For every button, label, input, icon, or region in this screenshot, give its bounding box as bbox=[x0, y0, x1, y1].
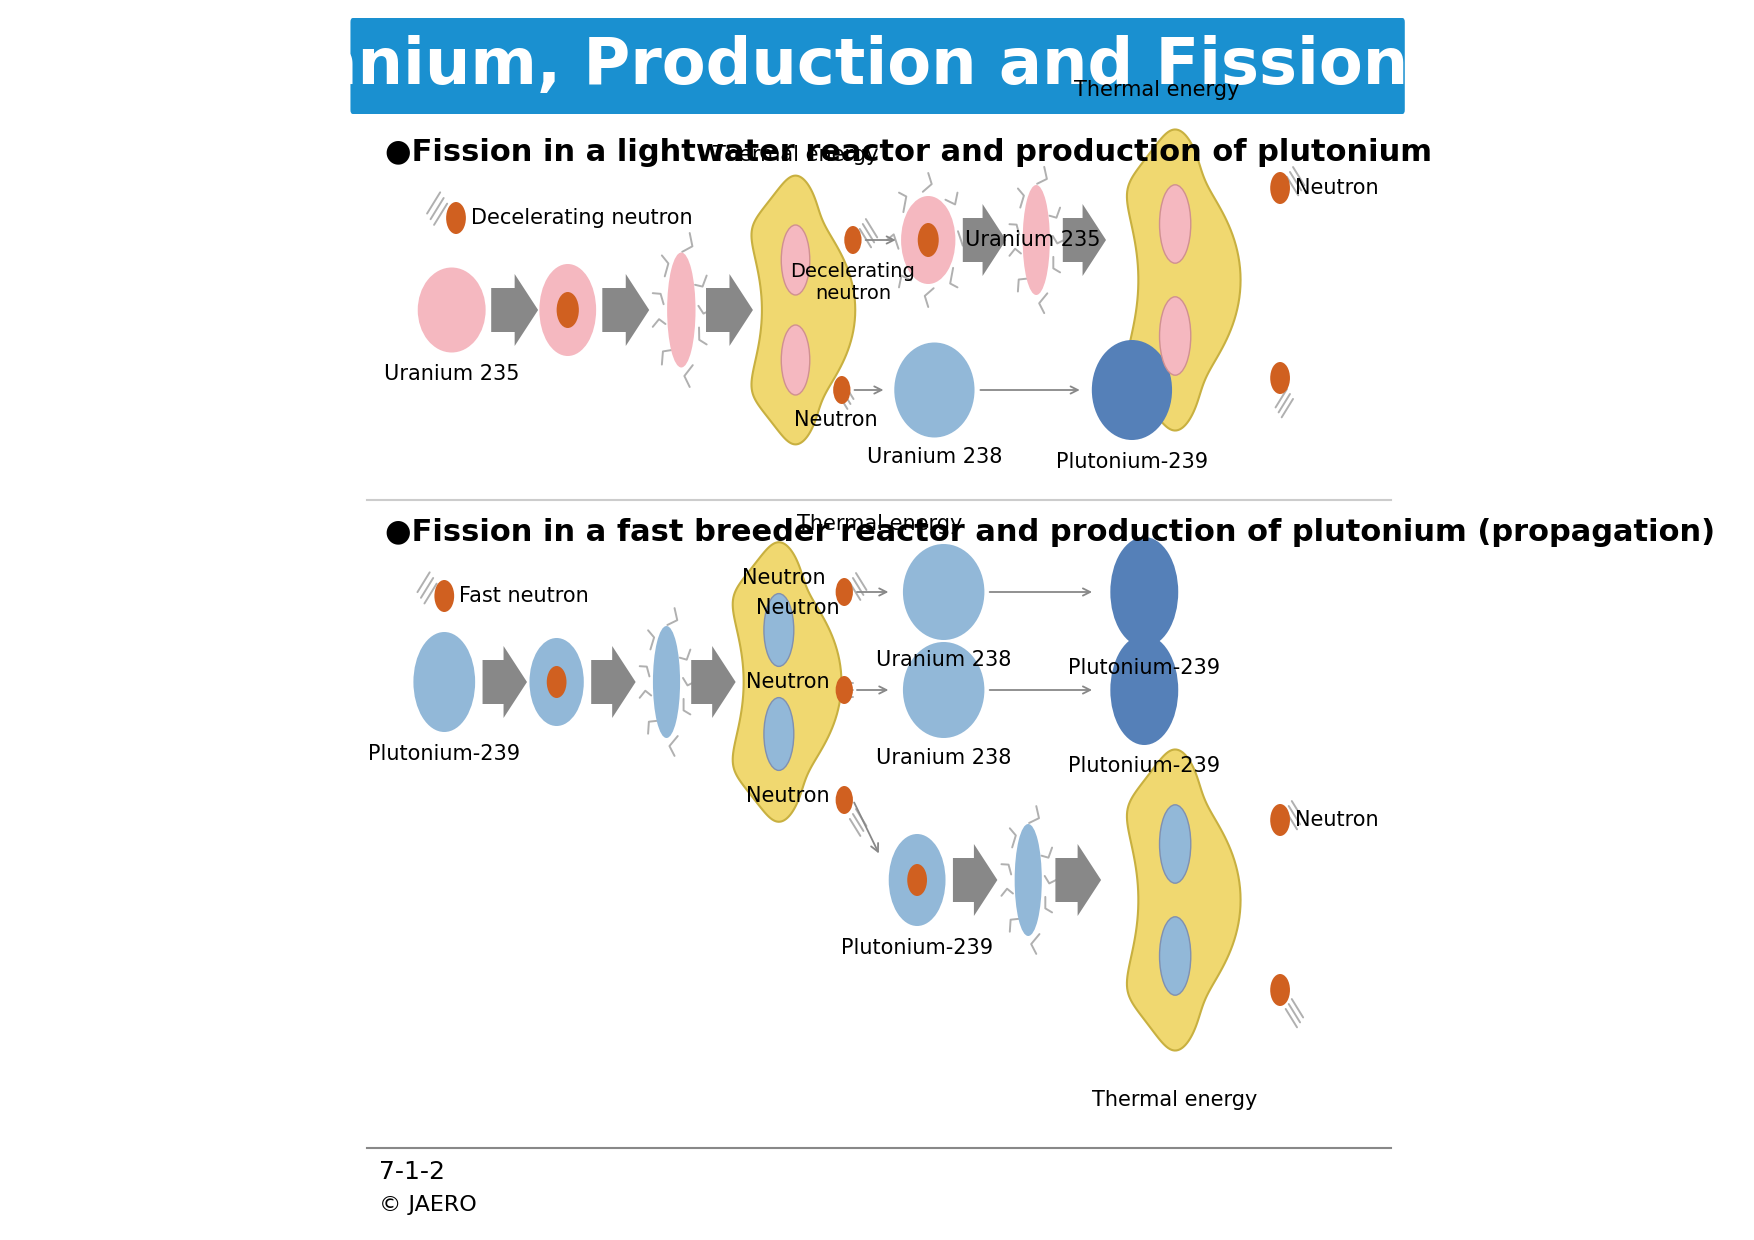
Text: Neutron: Neutron bbox=[742, 568, 826, 588]
Text: Thermal energy: Thermal energy bbox=[798, 515, 963, 534]
Polygon shape bbox=[733, 542, 842, 822]
Circle shape bbox=[833, 376, 851, 404]
Text: Fast neutron: Fast neutron bbox=[460, 587, 589, 606]
Circle shape bbox=[538, 264, 596, 356]
Circle shape bbox=[1270, 362, 1289, 394]
Ellipse shape bbox=[417, 268, 486, 352]
Text: Uranium 238: Uranium 238 bbox=[875, 748, 1012, 768]
Text: Decelerating neutron: Decelerating neutron bbox=[470, 208, 693, 228]
Circle shape bbox=[889, 835, 945, 926]
Polygon shape bbox=[591, 646, 635, 718]
Text: Thermal energy: Thermal energy bbox=[1073, 81, 1240, 100]
Circle shape bbox=[902, 196, 956, 284]
Circle shape bbox=[1270, 172, 1289, 205]
Polygon shape bbox=[491, 274, 538, 346]
Polygon shape bbox=[482, 646, 526, 718]
Circle shape bbox=[907, 864, 928, 897]
Text: Neutron: Neutron bbox=[745, 672, 830, 692]
Circle shape bbox=[917, 223, 938, 257]
Ellipse shape bbox=[1023, 185, 1051, 295]
Polygon shape bbox=[1126, 749, 1240, 1050]
Ellipse shape bbox=[652, 626, 681, 738]
Text: Uranium 238: Uranium 238 bbox=[875, 650, 1012, 670]
Text: ●Fission in a lightwater reactor and production of plutonium: ●Fission in a lightwater reactor and pro… bbox=[386, 138, 1431, 167]
Text: 7-1-2: 7-1-2 bbox=[379, 1159, 446, 1184]
Circle shape bbox=[844, 226, 861, 254]
Polygon shape bbox=[707, 274, 752, 346]
Ellipse shape bbox=[667, 253, 696, 367]
FancyBboxPatch shape bbox=[351, 19, 1405, 114]
Text: ●Fission in a fast breeder reactor and production of plutonium (propagation): ●Fission in a fast breeder reactor and p… bbox=[386, 518, 1715, 547]
Ellipse shape bbox=[1091, 340, 1172, 440]
Text: Uranium 238: Uranium 238 bbox=[866, 446, 1002, 467]
Text: Uranium 235: Uranium 235 bbox=[384, 365, 519, 384]
Ellipse shape bbox=[1014, 825, 1042, 936]
Circle shape bbox=[414, 632, 475, 732]
Text: Uranium 235: Uranium 235 bbox=[965, 229, 1102, 250]
Text: Plutonium-239: Plutonium-239 bbox=[1056, 453, 1209, 472]
Text: Plutonium-239: Plutonium-239 bbox=[1068, 756, 1221, 776]
Polygon shape bbox=[1063, 205, 1107, 277]
Text: Neutron: Neutron bbox=[1294, 810, 1379, 830]
Ellipse shape bbox=[1159, 805, 1191, 883]
Polygon shape bbox=[963, 205, 1007, 277]
Text: Plutonium-239: Plutonium-239 bbox=[368, 744, 521, 764]
Polygon shape bbox=[1126, 129, 1240, 430]
Circle shape bbox=[1270, 973, 1289, 1006]
Text: Neutron: Neutron bbox=[1294, 179, 1379, 198]
Polygon shape bbox=[751, 176, 856, 444]
Polygon shape bbox=[602, 274, 649, 346]
Ellipse shape bbox=[1159, 296, 1191, 376]
Text: Thermal energy: Thermal energy bbox=[712, 145, 879, 165]
Polygon shape bbox=[1056, 844, 1102, 916]
Ellipse shape bbox=[895, 342, 975, 438]
Ellipse shape bbox=[765, 698, 795, 770]
Circle shape bbox=[547, 666, 567, 698]
Text: Decelerating
neutron: Decelerating neutron bbox=[791, 262, 916, 303]
Circle shape bbox=[556, 291, 579, 329]
Circle shape bbox=[530, 639, 584, 725]
Polygon shape bbox=[952, 844, 998, 916]
Circle shape bbox=[835, 578, 852, 606]
Ellipse shape bbox=[903, 544, 984, 640]
Circle shape bbox=[435, 580, 454, 613]
Ellipse shape bbox=[765, 594, 795, 666]
Circle shape bbox=[1270, 804, 1289, 836]
Circle shape bbox=[835, 786, 852, 813]
Ellipse shape bbox=[781, 224, 810, 295]
Text: Plutonium-239: Plutonium-239 bbox=[842, 937, 993, 959]
Ellipse shape bbox=[1159, 916, 1191, 996]
Circle shape bbox=[446, 202, 467, 234]
Text: Neutron: Neutron bbox=[745, 786, 830, 806]
Ellipse shape bbox=[781, 325, 810, 396]
Text: Neutron: Neutron bbox=[795, 410, 877, 430]
Ellipse shape bbox=[903, 642, 984, 738]
Circle shape bbox=[1110, 635, 1179, 745]
Circle shape bbox=[1110, 537, 1179, 647]
Text: Plutonium-239: Plutonium-239 bbox=[1068, 658, 1221, 678]
Text: © JAERO: © JAERO bbox=[379, 1195, 477, 1215]
Circle shape bbox=[835, 676, 852, 704]
Ellipse shape bbox=[1159, 185, 1191, 263]
Text: Thermal energy: Thermal energy bbox=[1093, 1090, 1258, 1110]
Text: Neutron: Neutron bbox=[756, 598, 840, 618]
Polygon shape bbox=[691, 646, 735, 718]
Text: Fission of Uranium, Production and Fission of Plutonium: Fission of Uranium, Production and Fissi… bbox=[0, 35, 1754, 97]
